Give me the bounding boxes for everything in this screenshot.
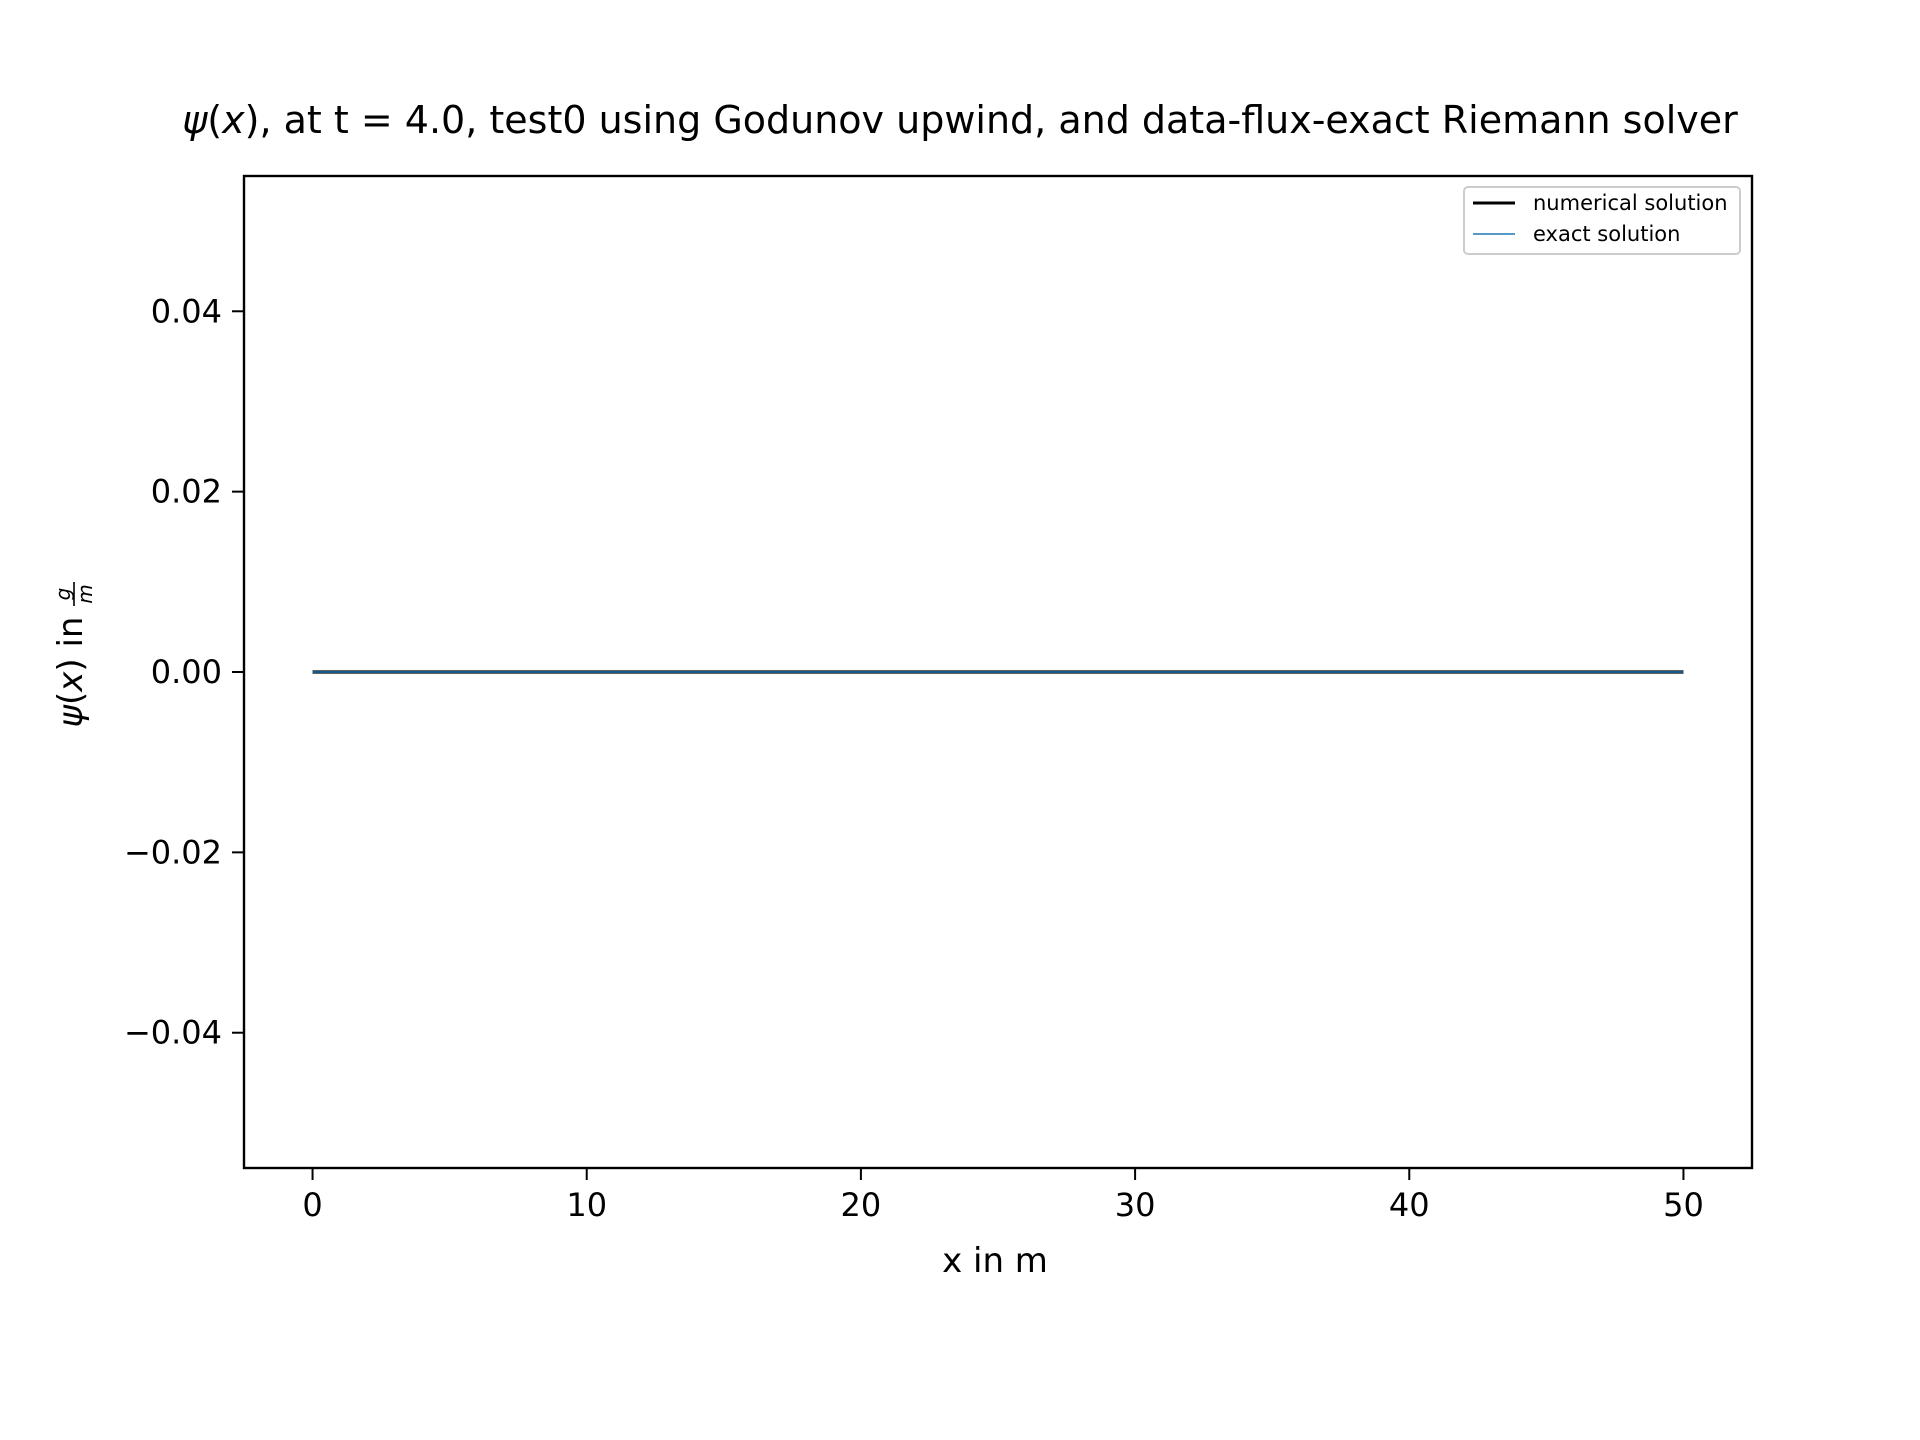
ylabel-open-paren: ( (51, 692, 91, 705)
y-tick-label: 0.02 (151, 473, 222, 511)
y-tick-label: 0.04 (151, 292, 222, 330)
y-tick-label: −0.04 (124, 1014, 222, 1052)
x-tick-label: 30 (1115, 1186, 1156, 1224)
ylabel-var: x (51, 671, 91, 693)
title-rest: ), at t = 4.0, test0 using Godunov upwin… (245, 98, 1739, 142)
y-axis-label: ψ(x) in g m (51, 582, 97, 727)
title-open-paren: ( (207, 98, 222, 142)
ylabel-rest: ) in (51, 617, 91, 672)
x-tick-label: 0 (302, 1186, 322, 1224)
title-psi: ψ (182, 98, 208, 142)
y-tick-label: −0.02 (124, 833, 222, 871)
svg-text:ψ(x) in: ψ(x) in (51, 617, 91, 728)
ylabel-psi: ψ (51, 704, 91, 727)
ylabel-fraction-den: m (73, 584, 97, 603)
chart-title: ψ(x), at t = 4.0, test0 using Godunov up… (182, 98, 1738, 142)
x-axis-label: x in m (942, 1241, 1048, 1281)
x-tick-label: 50 (1663, 1186, 1704, 1224)
legend-label-numerical: numerical solution (1533, 191, 1728, 215)
ylabel-fraction-num: g (51, 588, 75, 601)
x-tick-label: 40 (1389, 1186, 1430, 1224)
x-tick-label: 20 (841, 1186, 882, 1224)
title-var: x (221, 98, 245, 142)
plot-area: 0 10 20 30 40 50 0.04 0.02 0.00 −0.02 −0.04 (124, 174, 1754, 1224)
y-tick-label: 0.00 (151, 653, 222, 691)
x-tick-label: 10 (566, 1186, 607, 1224)
legend-label-exact: exact solution (1533, 222, 1680, 246)
legend: numerical solution exact solution (1463, 186, 1741, 255)
legend-box (1463, 186, 1741, 255)
